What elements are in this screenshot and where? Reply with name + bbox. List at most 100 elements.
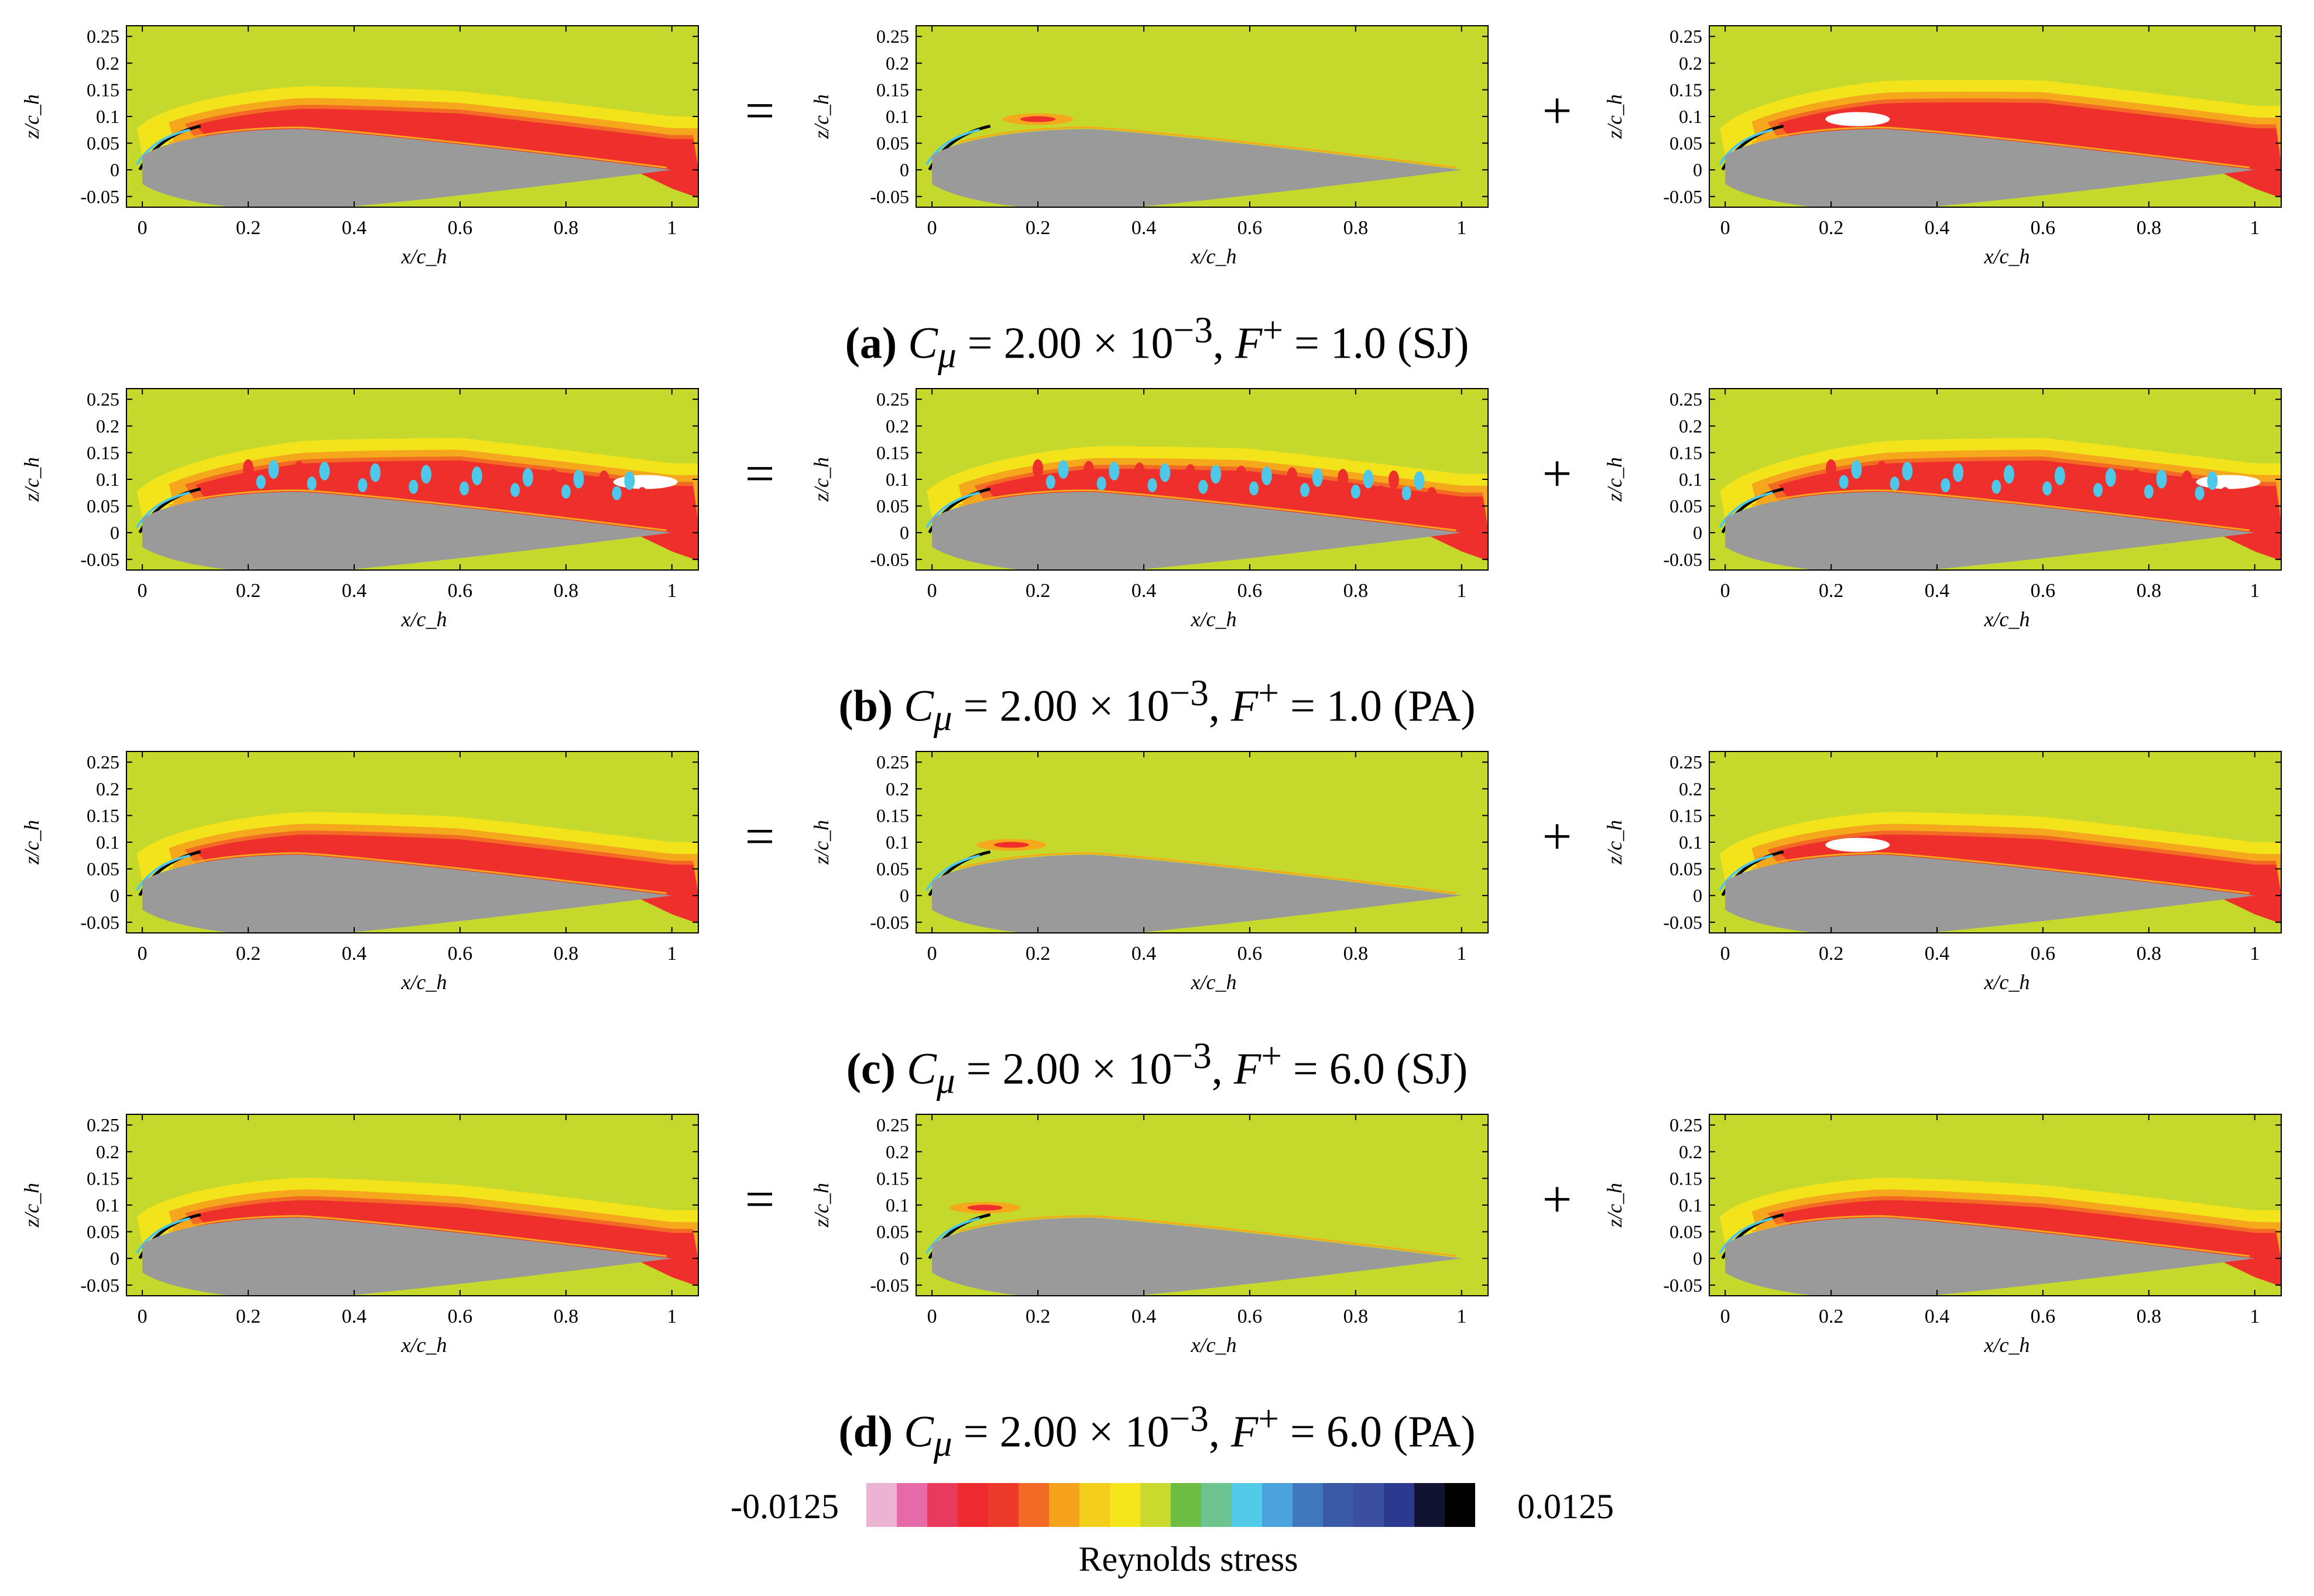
vortex-cell — [522, 468, 533, 487]
vortex-cell — [624, 471, 635, 490]
y-tick-label: 0.1 — [96, 1195, 119, 1216]
vortex-cell — [1927, 462, 1938, 482]
x-tick-label: 0.8 — [2137, 580, 2162, 602]
colorbar-swatch — [1293, 1483, 1323, 1527]
vortex-cell — [282, 475, 292, 490]
vortex-cell — [2195, 486, 2205, 500]
boundary-layer — [958, 1215, 1456, 1257]
x-tick-label: 0.6 — [1237, 217, 1263, 239]
x-tick-label: 0.4 — [342, 580, 367, 602]
y-tick-label: 0.1 — [1679, 1195, 1702, 1216]
x-tick-label: 0.2 — [1026, 580, 1051, 602]
x-tick-label: 0.6 — [2031, 1306, 2056, 1327]
panel-b-random: 0 0.2 0.4 0.6 0.8 1 -0.05 0 0.05 0.1 0.15 0.2 0.25 x/… — [1603, 388, 2282, 631]
y-tick-label: 0.25 — [876, 389, 909, 410]
x-tick-label: 0.4 — [1925, 1306, 1950, 1327]
contour-level-2 — [1767, 1196, 2281, 1287]
y-tick-label: -0.05 — [80, 1275, 119, 1296]
y-tick-label: 0.2 — [1679, 416, 1702, 437]
boundary-layer — [169, 852, 667, 894]
vortex-cell — [1890, 476, 1900, 491]
equals-sign: = — [745, 445, 775, 503]
airfoil — [932, 129, 1462, 207]
contour-patch-core — [967, 1204, 1003, 1211]
colorbar-swatch — [988, 1483, 1019, 1527]
vortex-cell — [1966, 479, 1976, 493]
airfoil — [1725, 854, 2255, 933]
vortex-cell — [2144, 484, 2154, 499]
boundary-layer — [169, 126, 667, 169]
boundary-layer — [169, 1215, 667, 1257]
y-tick-label: 0.25 — [87, 389, 119, 410]
colorbar-swatch — [897, 1483, 927, 1527]
contour-level-3 — [1778, 1200, 2281, 1287]
x-tick-label: 0.8 — [1343, 1306, 1369, 1327]
vortex-cell — [1401, 486, 1411, 500]
x-tick-label: 0.8 — [2137, 217, 2162, 239]
peak-region — [613, 475, 678, 489]
y-tick-label: 0.1 — [96, 832, 119, 853]
vortex-cell — [485, 482, 495, 496]
vortex-cell — [1071, 475, 1081, 490]
x-axis-label: x/c_h — [401, 245, 447, 268]
vortex-cell — [434, 480, 444, 495]
vortex-cell — [307, 476, 317, 491]
panel-c-random: 0 0.2 0.4 0.6 0.8 1 -0.05 0 0.05 0.1 0.15 0.2 0.25 x/… — [1603, 751, 2282, 994]
vortex-cell — [256, 475, 266, 489]
y-tick-label: 0.1 — [1679, 832, 1702, 853]
x-tick-label: 0.4 — [342, 943, 367, 965]
vortex-cell — [1083, 461, 1094, 480]
colorbar-swatch — [1049, 1483, 1079, 1527]
plus-sign: + — [1542, 445, 1572, 503]
separation-streak-edge — [925, 128, 980, 166]
colorbar-swatch — [1201, 1483, 1232, 1527]
boundary-layer — [958, 126, 1456, 169]
vortex-cell — [2068, 482, 2078, 496]
vortex-cell — [1325, 483, 1335, 498]
vortex-cell — [421, 465, 432, 484]
x-tick-label: 0 — [138, 580, 148, 602]
x-tick-label: 1 — [2250, 217, 2260, 239]
separation-streak-edge — [1719, 491, 1773, 528]
colorbar-swatch — [1140, 1483, 1171, 1527]
y-tick-label: 0.1 — [1679, 106, 1702, 127]
y-tick-label: 0 — [900, 1248, 909, 1269]
vortex-cell — [1236, 465, 1247, 485]
y-axis-label: z/c_h — [810, 820, 833, 865]
y-tick-label: 0.15 — [876, 79, 909, 100]
vortex-cell — [2156, 469, 2167, 489]
vortex-cell — [2004, 465, 2015, 484]
x-axis-label: x/c_h — [1191, 970, 1237, 994]
y-tick-label: 0 — [900, 522, 909, 543]
separation-streak-edge — [136, 854, 190, 891]
y-axis-label: z/c_h — [1603, 457, 1626, 502]
y-tick-label: 0.2 — [96, 53, 119, 74]
x-tick-label: 1 — [667, 217, 677, 239]
x-tick-label: 0.8 — [554, 1306, 579, 1327]
y-tick-label: 0.2 — [1679, 53, 1702, 74]
y-tick-label: -0.05 — [80, 912, 119, 933]
x-tick-label: 0.8 — [1343, 943, 1369, 965]
equals-sign: = — [745, 808, 775, 866]
vortex-cell — [2042, 481, 2052, 496]
vortex-cell — [2093, 483, 2103, 497]
vortex-cell — [1033, 459, 1044, 478]
vortex-cell — [293, 461, 304, 480]
vortex-cell — [358, 478, 368, 493]
vortex-cell — [1376, 485, 1386, 500]
x-axis-label: x/c_h — [1191, 607, 1237, 631]
panel-d-random: 0 0.2 0.4 0.6 0.8 1 -0.05 0 0.05 0.1 0.15 0.2 0.25 x/… — [1603, 1114, 2282, 1357]
x-tick-label: 0.8 — [554, 217, 579, 239]
y-tick-label: 0.1 — [886, 469, 909, 490]
x-tick-label: 1 — [2250, 580, 2260, 602]
x-tick-label: 0 — [927, 217, 937, 239]
vortex-cell — [370, 463, 381, 482]
vortex-cell — [1185, 464, 1196, 483]
y-tick-label: 0.15 — [1669, 805, 1702, 826]
y-tick-label: 0.2 — [1679, 1141, 1702, 1162]
peak-region — [1825, 112, 1890, 126]
vortex-cell — [1941, 478, 1950, 493]
x-tick-label: 0.4 — [1925, 580, 1950, 602]
y-axis-label: z/c_h — [1603, 1183, 1626, 1228]
vortex-cell — [1427, 487, 1437, 502]
